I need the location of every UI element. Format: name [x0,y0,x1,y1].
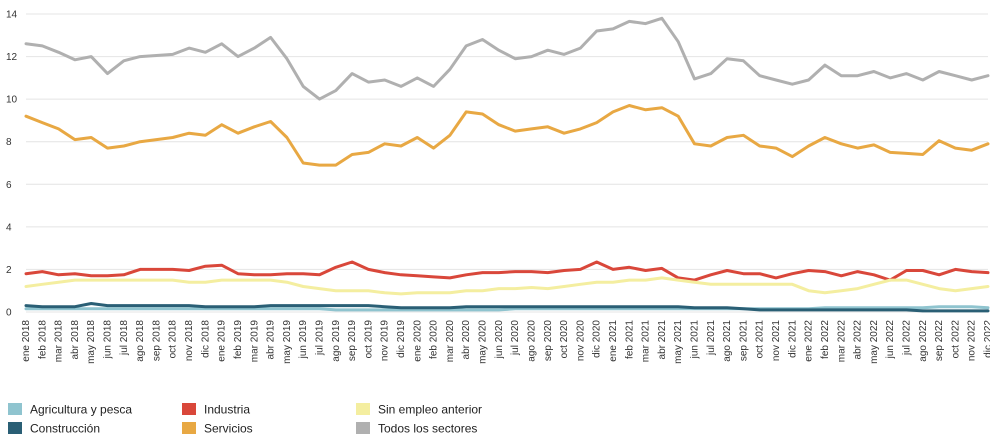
x-tick-label: mar 2021 [641,320,652,363]
legend-swatch-servicios [182,422,196,434]
x-tick-label: nov 2020 [575,320,586,362]
y-tick-label: 6 [6,180,12,191]
y-tick-label: 12 [6,52,18,63]
x-tick-label: feb 2022 [820,320,831,359]
legend-swatch-agricultura-y-pesca [8,403,22,415]
x-tick-label: may 2019 [282,320,293,364]
x-tick-label: jul 2019 [314,320,325,356]
x-tick-label: dic 2021 [787,320,798,358]
legend-swatch-sin-empleo-anterior [356,403,370,415]
x-tick-label: feb 2020 [429,320,440,359]
x-tick-label: oct 2018 [168,320,179,359]
x-tick-label: jul 2018 [119,320,130,356]
x-tick-label: nov 2022 [967,320,978,362]
x-tick-label: oct 2020 [559,320,570,359]
x-tick-label: mar 2022 [836,320,847,363]
x-tick-label: sep 2021 [738,320,749,362]
series-line-industria [24,260,990,282]
x-tick-label: oct 2022 [950,320,961,359]
x-tick-label: mar 2019 [249,320,260,363]
x-tick-label: jul 2022 [901,320,912,356]
x-tick-label: sep 2020 [543,320,554,362]
x-tick-label: nov 2021 [771,320,782,362]
x-tick-label: ene 2018 [21,320,32,362]
x-tick-label: abr 2020 [461,320,472,360]
legend-label-todos-los-sectores: Todos los sectores [378,422,477,436]
legend-label-construccion: Construcción [30,422,100,436]
y-tick-label: 14 [6,10,18,21]
x-tick-label: sep 2022 [934,320,945,362]
x-tick-label: jun 2020 [494,320,505,360]
legend-label-industria: Industria [204,403,250,417]
series-line-sin-empleo-anterior [24,276,990,296]
x-tick-label: ene 2021 [608,320,619,362]
x-tick-label: mar 2018 [54,320,65,363]
y-axis-ticks: 0 2 4 6 8 10 12 14 [6,10,18,319]
x-tick-label: abr 2019 [266,320,277,360]
x-tick-label: dic 2019 [396,320,407,358]
x-tick-label: jun 2019 [298,320,309,360]
x-tick-label: dic 2020 [592,320,603,358]
x-tick-label: feb 2019 [233,320,244,359]
x-tick-label: dic 2022 [983,320,990,358]
x-tick-label: abr 2022 [853,320,864,360]
y-tick-label: 2 [6,265,12,276]
x-tick-label: feb 2018 [37,320,48,359]
x-tick-label: jun 2022 [885,320,896,360]
x-tick-label: abr 2018 [70,320,81,360]
x-tick-label: abr 2021 [657,320,668,360]
gridlines [26,13,988,313]
series-line-servicios [24,104,990,167]
series-line-construccion [24,302,990,313]
x-tick-label: ago 2020 [526,320,537,362]
y-tick-label: 10 [6,95,18,106]
series-line-agricultura-y-pesca [24,305,990,312]
y-tick-label: 0 [6,308,12,319]
x-tick-label: sep 2019 [347,320,358,362]
y-tick-label: 8 [6,137,12,148]
x-tick-label: may 2021 [673,320,684,364]
x-tick-label: jun 2021 [690,320,701,360]
legend-swatch-construccion [8,422,22,434]
x-tick-label: oct 2021 [755,320,766,359]
x-tick-label: ago 2018 [135,320,146,362]
x-tick-label: dic 2018 [200,320,211,358]
legend-label-agricultura-y-pesca: Agricultura y pesca [30,403,132,417]
x-tick-label: oct 2019 [363,320,374,359]
x-tick-label: sep 2018 [151,320,162,362]
x-tick-label: feb 2021 [624,320,635,359]
y-tick-label: 4 [6,222,12,233]
legend: Agricultura y pesca Industria Sin empleo a… [8,403,482,436]
x-tick-label: jun 2018 [103,320,114,360]
legend-label-servicios: Servicios [204,422,253,436]
x-tick-label: ago 2021 [722,320,733,362]
legend-label-sin-empleo-anterior: Sin empleo anterior [378,403,482,417]
x-tick-label: ago 2019 [331,320,342,362]
legend-swatch-todos-los-sectores [356,422,370,434]
x-tick-label: ene 2022 [804,320,815,362]
x-tick-label: nov 2019 [380,320,391,362]
x-tick-label: mar 2020 [445,320,456,363]
x-tick-label: jul 2020 [510,320,521,356]
series-lines [24,16,990,313]
x-tick-label: ago 2022 [918,320,929,362]
x-tick-label: may 2020 [478,320,489,364]
x-tick-label: may 2022 [869,320,880,364]
x-tick-label: nov 2018 [184,320,195,362]
x-axis-ticks: ene 2018 feb 2018 mar 2018 abr 2018 may 2018… [21,320,990,364]
x-tick-label: jul 2021 [706,320,717,356]
series-line-todos-los-sectores [24,16,990,101]
legend-swatch-industria [182,403,196,415]
x-tick-label: may 2018 [86,320,97,364]
x-tick-label: ene 2020 [412,320,423,362]
x-tick-label: ene 2019 [217,320,228,362]
